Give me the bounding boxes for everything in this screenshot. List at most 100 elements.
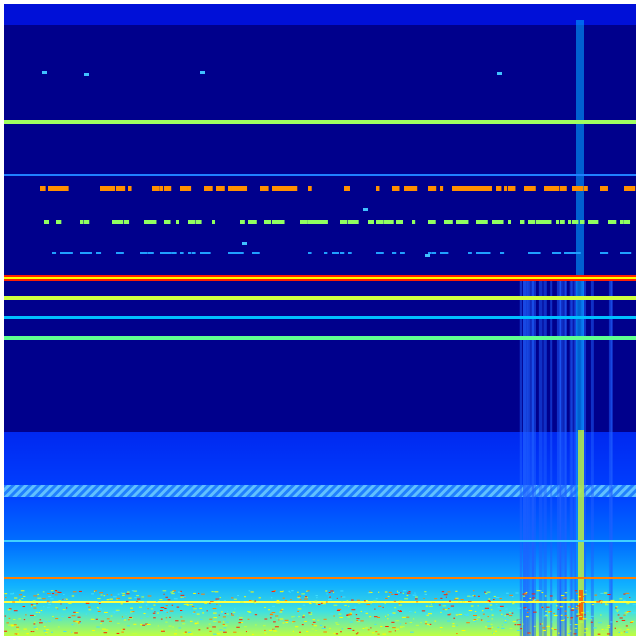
noise-pixel [103,632,108,634]
noise-pixel [447,614,451,616]
noise-pixel [51,631,53,633]
noise-pixel [108,620,112,622]
noise-pixel [355,614,358,616]
noise-pixel [406,616,410,618]
dash-mark [624,220,631,224]
noise-pixel [299,598,302,600]
dash-mark [412,186,418,191]
noise-pixel [165,596,168,598]
noise-pixel [304,596,309,598]
dash-mark [248,220,255,224]
noise-pixel [309,613,313,615]
dash-mark [188,220,195,224]
noise-pixel [424,591,427,593]
noise-pixel [382,606,384,608]
noise-pixel [276,599,280,601]
noise-pixel [452,625,456,627]
noise-pixel [248,611,252,613]
noise-pixel [129,616,132,618]
noise-pixel [557,608,559,610]
noise-pixel [398,603,401,605]
noise-pixel [201,593,205,595]
noise-pixel [529,597,531,599]
noise-pixel [163,593,165,595]
noise-pixel [262,625,266,627]
noise-pixel [189,633,193,635]
noise-pixel [25,614,27,616]
noise-pixel [549,595,553,597]
dash-mark [548,186,554,191]
noise-pixel [184,597,186,599]
noise-pixel [564,615,568,617]
noise-pixel [606,627,611,629]
noise-pixel [213,620,217,622]
noise-pixel [517,619,521,621]
noise-pixel [504,619,509,621]
noise-pixel [469,596,473,598]
noise-pixel [254,614,258,616]
noise-pixel [491,626,493,628]
noise-pixel [487,607,490,609]
dash-mark [164,252,169,254]
noise-pixel [522,593,526,595]
noise-pixel [183,632,186,634]
dash-mark [572,220,579,224]
dash-mark [528,252,536,254]
noise-pixel [340,631,342,633]
noise-pixel [338,613,342,615]
noise-pixel [281,608,284,610]
noise-pixel [487,616,489,618]
dash-mark [560,186,567,191]
noise-pixel [14,633,18,635]
noise-pixel [385,597,388,599]
noise-pixel [536,599,539,601]
noise-pixel [349,629,352,631]
noise-pixel [347,616,350,618]
dash-mark [532,252,541,254]
noise-pixel [90,618,95,620]
dash-mark [624,252,632,254]
noise-pixel [5,597,7,599]
noise-pixel [279,618,284,620]
noise-pixel [74,612,79,614]
noise-pixel [339,617,343,619]
noise-pixel [325,601,328,603]
dash-mark [460,220,469,224]
dash-mark [496,220,502,224]
noise-pixel [546,606,550,608]
noise-pixel [282,597,285,599]
noise-pixel [305,590,308,592]
noise-pixel [121,629,124,631]
noise-pixel [477,595,480,597]
noise-pixel [539,590,542,592]
noise-pixel [351,599,354,601]
noise-pixel [470,605,474,607]
noise-pixel [194,623,197,625]
dash-mark [412,220,416,224]
noise-pixel [490,623,493,625]
noise-pixel [193,592,196,594]
noise-pixel [154,611,156,613]
noise-pixel [394,607,397,609]
noise-pixel [46,601,49,603]
noise-pixel [51,616,54,618]
dash-mark [572,186,581,191]
dash-mark [496,186,502,191]
noise-pixel [495,597,500,599]
noise-pixel [49,601,53,603]
noise-pixel [523,595,526,597]
noise-pixel [375,631,378,633]
noise-pixel [19,600,22,602]
noise-pixel [558,632,560,634]
noise-pixel [551,621,553,623]
dash-mark [56,186,61,191]
noise-pixel [35,611,39,613]
noise-pixel [282,590,284,592]
noise-pixel [169,610,174,612]
noise-pixel [332,591,335,593]
noise-pixel [64,598,68,600]
noise-pixel [310,612,313,614]
noise-pixel [125,600,129,602]
noise-pixel [63,630,67,632]
dash-mark [504,186,508,191]
